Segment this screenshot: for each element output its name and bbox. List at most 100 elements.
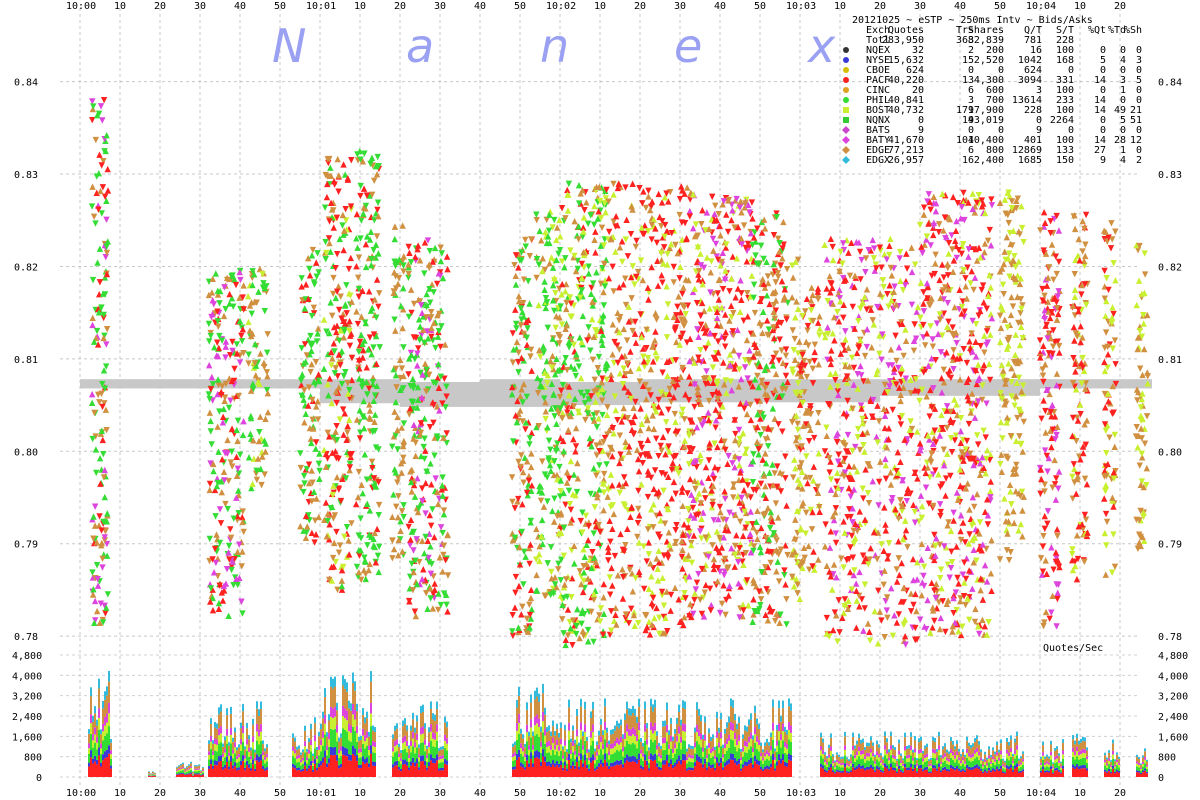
ask-marker	[312, 359, 320, 366]
bid-marker	[414, 245, 421, 253]
ask-marker	[414, 350, 421, 357]
ask-marker	[355, 293, 363, 301]
ask-marker	[207, 585, 215, 592]
ask-marker	[580, 632, 587, 639]
bid-marker	[536, 542, 543, 550]
ask-marker	[321, 204, 329, 211]
ask-marker	[89, 98, 96, 105]
ask-marker	[424, 237, 432, 244]
ask-marker	[322, 256, 329, 263]
bid-marker	[233, 426, 240, 434]
bid-marker	[210, 467, 217, 475]
ask-marker	[216, 582, 223, 589]
bid-marker	[340, 334, 347, 341]
ask-marker	[303, 465, 311, 473]
bid-marker	[342, 320, 349, 327]
bid-marker	[240, 282, 247, 289]
ask-marker	[428, 333, 435, 341]
bid-marker	[233, 575, 240, 583]
ask-marker	[314, 250, 321, 257]
bid-marker	[358, 481, 365, 488]
bid-marker	[219, 455, 226, 463]
bid-marker	[299, 371, 306, 378]
ask-marker	[509, 359, 517, 366]
ask-marker	[585, 263, 592, 270]
bid-marker	[96, 619, 104, 626]
ask-marker	[603, 186, 610, 194]
bid-marker	[326, 375, 333, 382]
bid-marker	[548, 575, 555, 582]
bid-marker	[308, 360, 315, 368]
bid-marker	[444, 608, 451, 615]
bid-marker	[366, 401, 373, 408]
bid-marker	[570, 435, 577, 443]
bid-marker	[366, 414, 373, 421]
bid-marker	[93, 607, 101, 615]
ask-marker	[394, 446, 401, 453]
bid-marker	[233, 350, 241, 357]
bid-marker	[571, 395, 579, 402]
bid-marker	[421, 415, 428, 422]
bid-marker	[512, 412, 519, 419]
ask-marker	[245, 351, 252, 358]
bid-marker	[346, 290, 353, 297]
ask-marker	[331, 181, 338, 188]
bid-marker	[215, 599, 223, 607]
bid-marker	[341, 410, 348, 417]
ask-marker	[89, 116, 96, 124]
ask-marker	[253, 476, 261, 484]
bid-marker	[372, 163, 380, 170]
bid-marker	[527, 594, 535, 602]
ask-marker	[235, 392, 242, 400]
ask-marker	[426, 299, 434, 306]
ask-marker	[353, 563, 361, 571]
ask-marker	[323, 249, 330, 257]
ask-marker	[569, 641, 576, 649]
bid-marker	[339, 211, 347, 219]
bid-marker	[398, 424, 405, 431]
bid-marker	[600, 476, 608, 484]
ask-marker	[101, 534, 108, 541]
bid-marker	[234, 437, 241, 445]
bid-marker	[207, 598, 214, 605]
ask-marker	[101, 291, 109, 298]
bid-marker	[366, 507, 374, 514]
bid-marker	[549, 297, 557, 304]
ask-marker	[545, 457, 552, 464]
ask-marker	[440, 551, 447, 559]
bid-marker	[322, 450, 330, 458]
ask-marker	[440, 590, 448, 597]
bid-marker	[328, 563, 335, 571]
ask-marker	[297, 464, 304, 472]
ask-marker	[409, 586, 417, 594]
bid-marker	[365, 346, 372, 353]
ask-marker	[207, 332, 214, 340]
bid-marker	[297, 523, 304, 530]
ask-marker	[370, 247, 377, 254]
ask-marker	[545, 437, 553, 445]
bid-marker	[597, 242, 605, 249]
bid-marker	[320, 316, 328, 323]
bid-marker	[239, 513, 246, 521]
ask-marker	[432, 380, 439, 387]
quote-cluster	[205, 267, 247, 619]
ask-marker	[513, 325, 520, 332]
bid-marker	[103, 270, 111, 278]
ask-marker	[407, 382, 414, 390]
ask-marker	[92, 617, 99, 624]
ask-marker	[90, 535, 97, 542]
bid-marker	[236, 268, 243, 276]
bid-marker	[571, 560, 578, 567]
ask-marker	[542, 415, 549, 423]
bid-marker	[574, 459, 581, 467]
ask-marker	[365, 385, 373, 392]
bid-marker	[399, 222, 406, 229]
ask-marker	[374, 552, 382, 559]
bid-marker	[249, 281, 256, 289]
bid-marker	[516, 543, 523, 551]
ask-marker	[357, 515, 364, 522]
ask-marker	[238, 563, 245, 570]
bid-marker	[214, 291, 222, 298]
bid-marker	[368, 350, 375, 358]
bid-marker	[304, 254, 312, 262]
